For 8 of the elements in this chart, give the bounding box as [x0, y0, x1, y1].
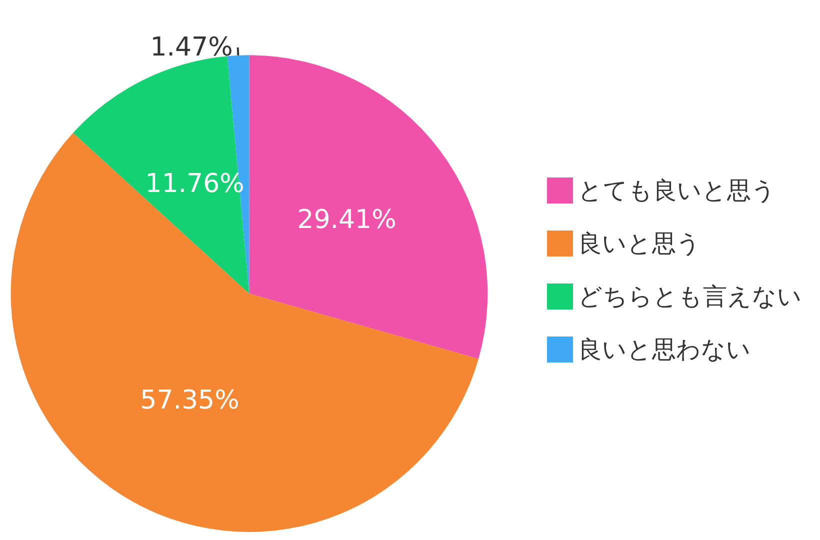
data-label: 11.76% [145, 169, 244, 200]
data-label: 1.47% [150, 32, 233, 62]
legend-label: どちらとも言えない [578, 282, 802, 310]
legend-label: 良いと思わない [578, 336, 751, 364]
legend-label: とても良いと思う [578, 176, 776, 204]
legend-label: 良いと思う [578, 230, 701, 258]
data-label: 57.35% [140, 385, 240, 416]
data-label: 29.41% [297, 204, 396, 235]
